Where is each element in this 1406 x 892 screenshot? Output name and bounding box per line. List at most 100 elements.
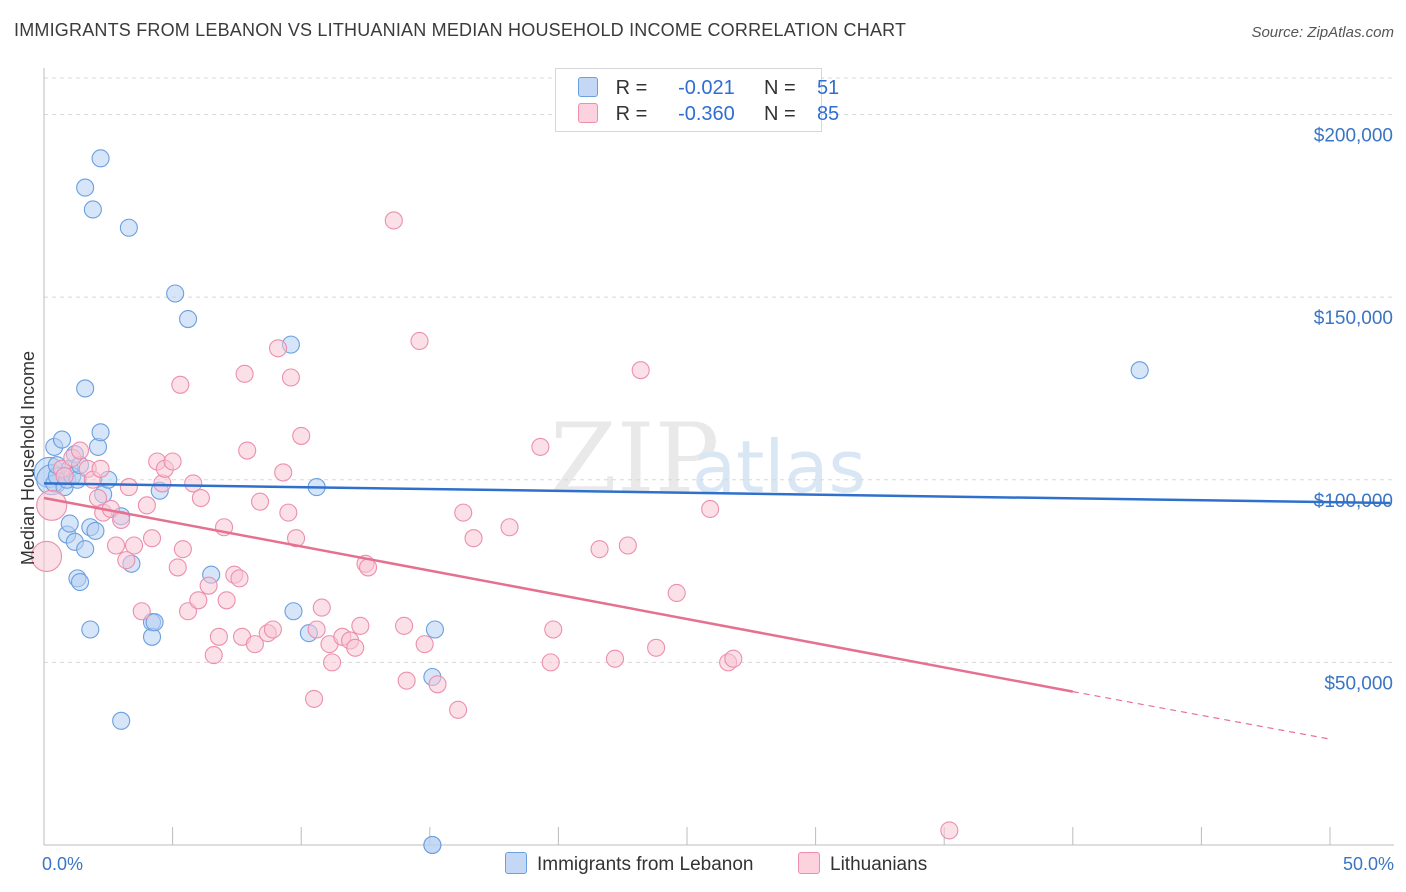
legend-swatch-lebanon [505, 852, 527, 874]
y-axis-label: Median Household Income [18, 351, 38, 565]
point-lithuanians [500, 518, 519, 537]
point-lithuanians [647, 638, 666, 657]
point-lithuanians [171, 375, 190, 394]
x-tick-label-min: 0.0% [42, 854, 83, 874]
point-lebanon [52, 430, 72, 449]
point-lithuanians [124, 536, 144, 555]
watermark-atlas: atlas [692, 425, 866, 509]
point-lithuanians [428, 675, 447, 694]
legend-label-lithuanians: Lithuanians [830, 854, 928, 875]
r-label: R = [615, 77, 648, 99]
point-lithuanians [199, 576, 218, 595]
r-value-lithuanians: -0.360 [678, 103, 735, 125]
point-lebanon [76, 379, 95, 398]
point-lebanon [70, 572, 90, 592]
point-lithuanians [384, 211, 403, 230]
legend-row-lebanon: R = -0.021 N = 51 [578, 77, 839, 101]
point-lithuanians [397, 671, 416, 690]
point-lithuanians [281, 368, 300, 387]
point-lithuanians [605, 649, 625, 668]
point-lithuanians [209, 627, 228, 646]
x-tick-label-max: 50.0% [1343, 854, 1394, 874]
point-lithuanians [230, 569, 249, 588]
n-label: N = [763, 103, 796, 125]
r-value-lebanon: -0.021 [678, 77, 735, 99]
point-lithuanians [531, 437, 550, 456]
legend-item-lithuanians: Lithuanians [798, 852, 927, 876]
point-lithuanians [618, 536, 637, 555]
legend-swatch-lithuanians [578, 103, 598, 123]
point-lithuanians [263, 620, 282, 639]
point-lithuanians [142, 529, 162, 548]
point-lithuanians [346, 638, 365, 657]
point-lebanon [112, 711, 131, 730]
point-lithuanians [55, 467, 74, 486]
point-lithuanians [449, 700, 468, 719]
point-lithuanians [189, 591, 208, 610]
point-lithuanians [544, 620, 563, 639]
point-lebanon [60, 514, 79, 533]
point-lithuanians [940, 821, 959, 840]
point-lithuanians [173, 540, 192, 559]
watermark-zip: ZIP [550, 403, 719, 515]
point-lithuanians [279, 503, 298, 522]
point-lithuanians [117, 551, 136, 570]
point-lebanon [76, 540, 95, 559]
point-lithuanians [410, 331, 429, 351]
point-lithuanians [701, 499, 720, 519]
point-lithuanians [305, 689, 324, 708]
point-lithuanians [132, 602, 151, 621]
point-lebanon [166, 284, 185, 303]
point-lithuanians [292, 426, 311, 445]
point-lebanon [91, 149, 110, 168]
point-lithuanians [312, 598, 331, 617]
point-lebanon [1130, 361, 1149, 380]
point-lithuanians [307, 620, 326, 639]
legend-label-lebanon: Immigrants from Lebanon [537, 854, 754, 875]
chart-title: IMMIGRANTS FROM LEBANON VS LITHUANIAN ME… [14, 20, 907, 40]
point-lithuanians [36, 489, 68, 521]
y-tick-label: $150,000 [1314, 308, 1393, 329]
point-lithuanians [454, 503, 473, 522]
legend-swatch-lebanon [578, 77, 598, 97]
r-label: R = [615, 103, 648, 125]
n-label: N = [763, 77, 796, 99]
trend-line-lebanon [43, 482, 1391, 505]
point-lithuanians [250, 492, 270, 511]
point-lithuanians [163, 452, 182, 471]
point-lithuanians [235, 364, 254, 383]
point-lithuanians [137, 496, 156, 515]
point-lithuanians [269, 339, 288, 358]
point-lithuanians [91, 459, 110, 478]
n-value-lebanon: 51 [816, 77, 840, 99]
point-lithuanians [31, 540, 63, 573]
point-lebanon [83, 200, 102, 219]
point-lithuanians [631, 361, 650, 380]
correlation-legend: R = -0.021 N = 51 R = -0.360 N = 85 [555, 68, 839, 132]
point-lithuanians [359, 558, 378, 577]
point-lithuanians [667, 583, 686, 603]
point-lithuanians [245, 635, 264, 654]
point-lebanon [119, 218, 138, 237]
data-points [31, 149, 1149, 855]
point-lebanon [423, 835, 442, 855]
point-lebanon [86, 521, 105, 540]
point-lebanon [91, 423, 110, 442]
axes: $50,000$100,000$150,000$200,000 [43, 68, 1394, 846]
point-lithuanians [395, 616, 414, 635]
point-lithuanians [184, 474, 203, 493]
legend-item-lebanon: Immigrants from Lebanon [505, 852, 754, 876]
series-legend: Immigrants from Lebanon Lithuanians [0, 852, 1406, 876]
point-lithuanians [541, 653, 560, 672]
n-value-lithuanians: 85 [816, 103, 840, 125]
point-lebanon [284, 602, 303, 621]
point-lithuanians [274, 463, 293, 482]
source-label: Source: ZipAtlas.com [1251, 24, 1394, 41]
y-tick-label: $50,000 [1324, 673, 1393, 694]
legend-row-lithuanians: R = -0.360 N = 85 [578, 103, 839, 127]
point-lithuanians [415, 635, 434, 654]
point-lithuanians [204, 646, 223, 665]
point-lithuanians [323, 653, 342, 672]
point-lithuanians [464, 529, 483, 548]
